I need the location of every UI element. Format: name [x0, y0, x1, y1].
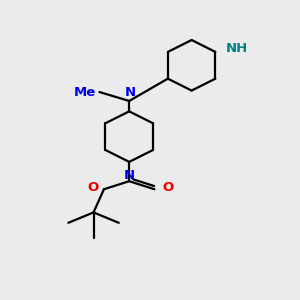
Text: N: N: [125, 86, 136, 100]
Text: O: O: [163, 181, 174, 194]
Text: NH: NH: [226, 42, 248, 55]
Text: N: N: [124, 169, 135, 182]
Text: O: O: [87, 181, 99, 194]
Text: Me: Me: [74, 85, 97, 98]
